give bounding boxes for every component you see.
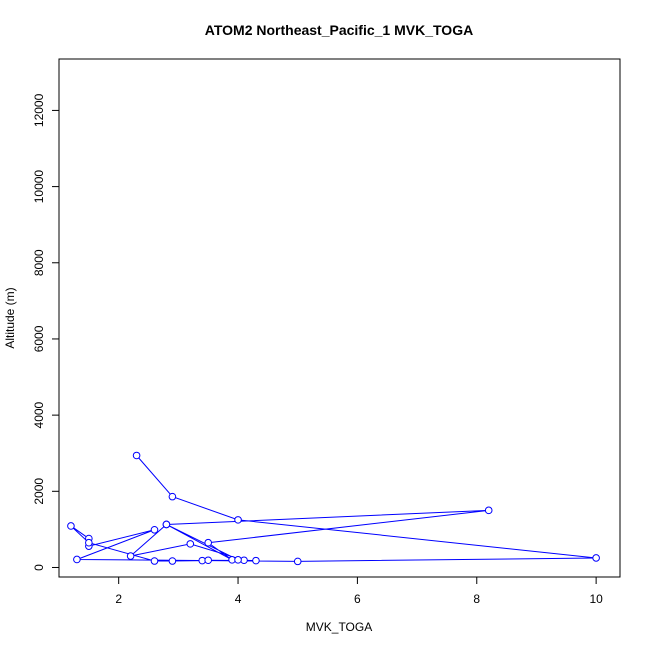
y-tick-label: 6000 [32,325,46,352]
x-tick-label: 2 [115,592,122,606]
x-tick-label: 6 [354,592,361,606]
data-point [150,525,159,534]
data-point [162,520,171,529]
data-point [168,557,177,565]
y-tick-label: 12000 [32,93,46,127]
series-line [70,455,597,562]
x-tick-label: 4 [235,592,242,606]
x-axis: 2 4 6 8 10 [115,576,603,606]
data-point [67,522,75,530]
y-tick-label: 0 [32,564,46,571]
plot-area-border [58,58,621,578]
y-tick-label: 8000 [32,249,46,276]
data-point [252,556,260,565]
y-axis: 0 2000 4000 6000 8000 10000 12000 [32,93,60,571]
data-point [484,506,493,515]
data-point [186,540,195,548]
y-tick-label: 4000 [32,401,46,428]
data-point [168,492,177,501]
series-layer [67,451,600,566]
y-tick-label: 10000 [32,170,46,204]
x-tick-label: 8 [473,592,480,606]
data-point [234,556,242,564]
data-point [73,555,81,564]
y-axis-label: Altitude (m) [3,287,17,348]
data-point [132,451,141,460]
x-axis-label: MVK_TOGA [306,620,372,634]
data-point [592,554,600,562]
data-point [150,557,159,565]
chart-title: ATOM2 Northeast_Pacific_1 MVK_TOGA [205,22,473,38]
data-point [204,556,213,565]
data-point [234,516,242,524]
x-tick-label: 10 [589,592,603,606]
data-point [85,538,93,547]
y-tick-label: 2000 [32,478,46,505]
data-point [293,557,302,566]
data-point [126,552,135,560]
data-point [204,538,213,547]
